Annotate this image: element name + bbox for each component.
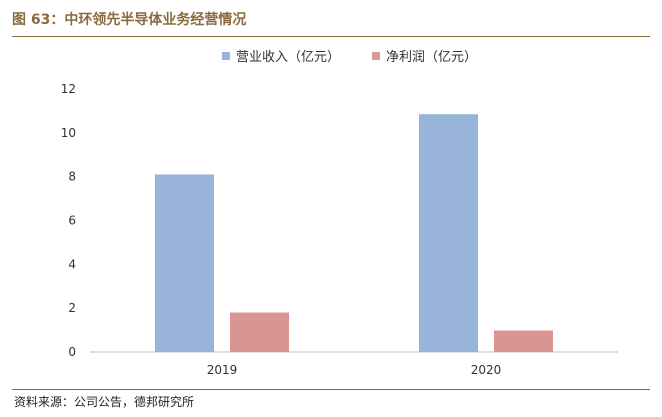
legend-label-0: 营业收入（亿元） xyxy=(236,50,340,65)
y-tick-label: 0 xyxy=(68,345,76,359)
x-tick-label: 2019 xyxy=(207,363,238,377)
y-tick-label: 6 xyxy=(68,214,76,228)
bar-2019-series-0 xyxy=(155,174,214,352)
figure-title: 图 63：中环领先半导体业务经营情况 xyxy=(12,12,247,28)
bar-2020-series-1 xyxy=(494,330,553,352)
legend-swatch-0 xyxy=(222,52,230,60)
legend-label-1: 净利润（亿元） xyxy=(386,50,477,65)
y-tick-label: 4 xyxy=(68,257,76,271)
bar-2020-series-0 xyxy=(419,114,478,353)
y-tick-label: 2 xyxy=(68,301,76,315)
title-rule xyxy=(12,36,650,37)
y-tick-label: 10 xyxy=(61,126,76,140)
source-note: 资料来源：公司公告，德邦研究所 xyxy=(14,395,195,409)
bar-2019-series-1 xyxy=(230,312,289,352)
y-tick-label: 8 xyxy=(68,170,76,184)
y-tick-label: 12 xyxy=(61,82,76,96)
legend-swatch-1 xyxy=(372,52,380,60)
x-tick-label: 2020 xyxy=(471,363,502,377)
source-rule xyxy=(12,389,650,390)
